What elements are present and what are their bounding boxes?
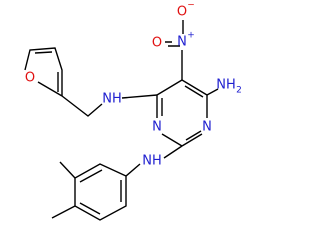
bonds bbox=[24, 20, 219, 221]
pyrimidine-ring bbox=[156, 79, 208, 147]
atom-label: N bbox=[202, 120, 212, 135]
furan-ring bbox=[24, 47, 63, 97]
atom-label: NH bbox=[102, 92, 122, 107]
atom-label: N bbox=[152, 120, 162, 135]
atom-label: NH bbox=[216, 78, 236, 93]
benzene-ring bbox=[74, 163, 127, 221]
subscript-label: 2 bbox=[236, 86, 242, 96]
atom-label: N bbox=[177, 35, 187, 50]
ring-double-bonds bbox=[161, 85, 204, 141]
aryl-linker bbox=[125, 145, 183, 177]
furan-double-bonds bbox=[34, 51, 59, 92]
atom-label: O bbox=[25, 71, 35, 86]
atom-label: O bbox=[152, 36, 162, 51]
charge-label: − bbox=[187, 1, 195, 11]
atom-label: NH bbox=[142, 154, 162, 169]
atom-label: O bbox=[177, 5, 187, 20]
amino-bond bbox=[206, 88, 219, 96]
molecule-diagram: O NH O N + O − NH 2 N N NH bbox=[24, 1, 242, 221]
methyl-bonds bbox=[51, 161, 76, 219]
benzene-double-bonds bbox=[79, 169, 122, 215]
furfuryl-linker bbox=[61, 94, 158, 117]
nitro-bonds bbox=[165, 20, 184, 80]
charge-label: + bbox=[187, 31, 195, 41]
